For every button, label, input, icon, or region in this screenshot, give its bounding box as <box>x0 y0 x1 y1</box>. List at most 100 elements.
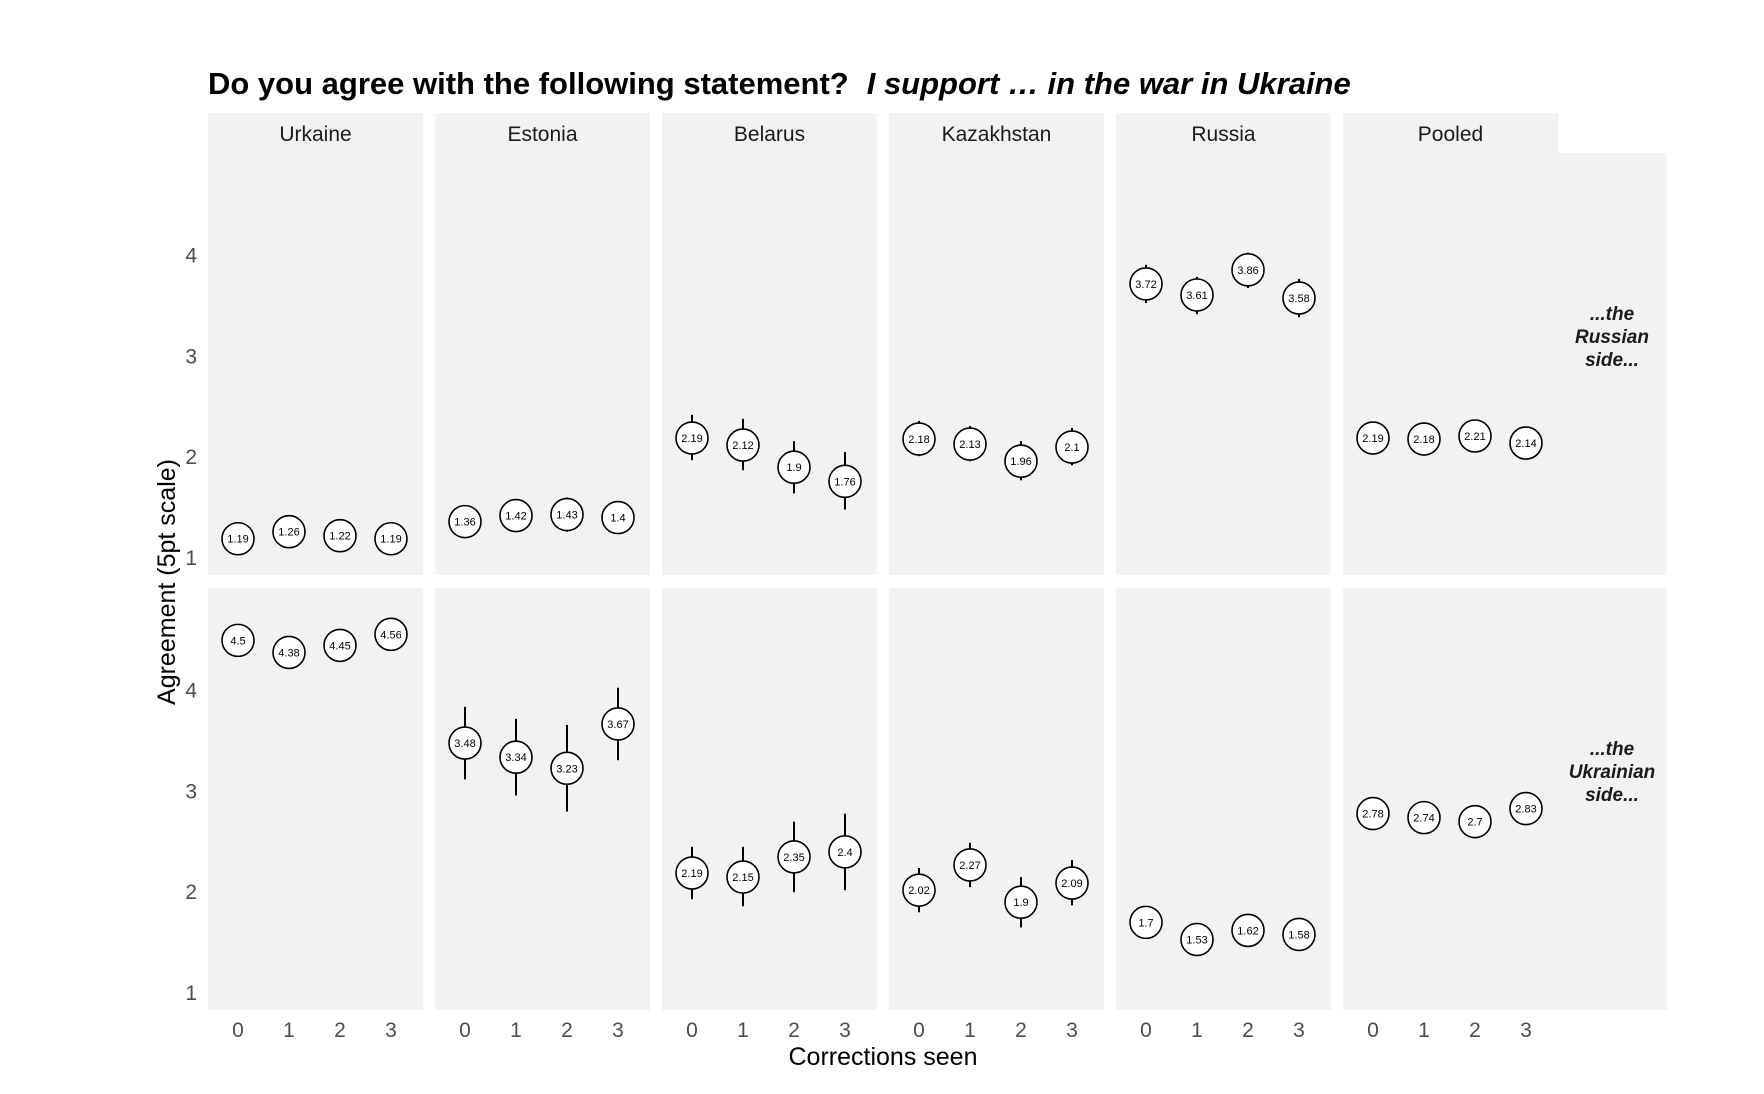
panel-background <box>889 153 1104 575</box>
chart-title-italic: I support … in the war in Ukraine <box>867 66 1351 101</box>
row-facet-label: Ukrainian <box>1569 762 1656 783</box>
facet-strip-label: Russia <box>1191 123 1256 146</box>
data-label: 3.72 <box>1135 279 1156 291</box>
data-label: 2.19 <box>681 433 702 445</box>
chart-title: Do you agree with the following statemen… <box>208 66 1351 101</box>
panel-background <box>208 153 423 575</box>
data-point <box>726 428 760 462</box>
facet-strip-label: Urkaine <box>279 123 351 146</box>
data-label: 2.14 <box>1515 438 1536 450</box>
data-label: 2.02 <box>908 885 929 897</box>
row-strip-background <box>1558 153 1667 575</box>
data-label: 1.43 <box>556 510 577 522</box>
facet-strip-label: Pooled <box>1418 123 1483 146</box>
x-tick-label: 3 <box>1293 1019 1305 1042</box>
data-point <box>1004 444 1038 478</box>
data-point <box>675 856 709 890</box>
x-tick-label: 2 <box>1242 1019 1254 1042</box>
x-tick-label: 1 <box>1418 1019 1430 1042</box>
x-tick-label: 1 <box>964 1019 976 1042</box>
y-tick-label: 2 <box>185 881 197 904</box>
panel-background <box>208 588 423 1010</box>
data-label: 1.96 <box>1010 456 1031 468</box>
data-label: 2.15 <box>732 872 753 884</box>
x-tick-label: 0 <box>1140 1019 1152 1042</box>
data-label: 1.19 <box>380 534 401 546</box>
row-strip-background <box>1558 588 1667 1010</box>
data-label: 4.5 <box>230 635 245 647</box>
data-label: 1.36 <box>454 517 475 529</box>
data-point <box>272 514 306 549</box>
x-tick-label: 3 <box>839 1019 851 1042</box>
panel-background <box>889 588 1104 1010</box>
facet-strip <box>889 113 1104 153</box>
data-label: 2.7 <box>1467 817 1482 829</box>
x-tick-label: 1 <box>737 1019 749 1042</box>
data-point <box>550 497 584 532</box>
data-point <box>1004 885 1038 920</box>
x-axis-title: Corrections seen <box>789 1043 978 1071</box>
x-tick-label: 0 <box>913 1019 925 1042</box>
x-tick-label: 3 <box>385 1019 397 1042</box>
x-tick-label: 0 <box>686 1019 698 1042</box>
data-label: 1.7 <box>1138 917 1153 929</box>
facet-strip <box>1343 113 1558 153</box>
y-tick-label: 4 <box>185 245 197 268</box>
facet-strip-label: Belarus <box>734 123 805 146</box>
data-point <box>1407 422 1441 456</box>
data-label: 2.74 <box>1413 813 1434 825</box>
data-label: 1.22 <box>329 531 350 543</box>
data-point <box>499 740 533 775</box>
data-point <box>1407 800 1441 835</box>
facet-strip <box>435 113 650 153</box>
data-label: 2.1 <box>1064 442 1079 454</box>
data-label: 1.62 <box>1237 925 1258 937</box>
y-tick-label: 4 <box>185 680 197 703</box>
data-point <box>374 521 408 556</box>
row-facet-label: side... <box>1585 350 1639 371</box>
data-point <box>448 504 482 539</box>
x-tick-label: 2 <box>561 1019 573 1042</box>
y-tick-label: 2 <box>185 446 197 469</box>
data-point <box>601 500 635 535</box>
x-tick-label: 1 <box>1191 1019 1203 1042</box>
data-label: 3.58 <box>1288 293 1309 305</box>
x-tick-label: 0 <box>1367 1019 1379 1042</box>
data-label: 1.42 <box>505 511 526 523</box>
data-point <box>828 835 862 869</box>
data-label: 3.67 <box>607 719 628 731</box>
data-label: 4.38 <box>278 647 299 659</box>
data-label: 1.19 <box>227 534 248 546</box>
x-tick-label: 1 <box>510 1019 522 1042</box>
row-facet-label: ...the <box>1590 304 1635 325</box>
x-tick-label: 3 <box>612 1019 624 1042</box>
data-point <box>1282 917 1316 952</box>
x-tick-label: 0 <box>459 1019 471 1042</box>
facet-strip <box>208 113 423 153</box>
data-point <box>1055 866 1089 900</box>
data-point <box>221 623 255 658</box>
panel-background <box>1116 153 1331 575</box>
panel-background <box>662 588 877 1010</box>
data-point <box>675 421 709 455</box>
data-point <box>323 628 357 663</box>
data-point <box>1231 253 1265 287</box>
panel-grid: Urkaine Estonia Belarus Kazakhstan Russia Poo… <box>185 113 1667 1042</box>
data-point <box>374 617 408 652</box>
data-point <box>323 518 357 553</box>
data-point <box>1055 430 1089 464</box>
data-point <box>550 751 584 786</box>
data-point <box>1180 278 1214 312</box>
chart-title-main: Do you agree with the following statemen… <box>208 66 849 101</box>
data-label: 3.86 <box>1237 265 1258 277</box>
y-tick-label: 3 <box>185 345 197 368</box>
y-tick-label: 1 <box>185 982 197 1005</box>
data-label: 1.76 <box>834 476 855 488</box>
facet-strip <box>662 113 877 153</box>
data-label: 2.18 <box>1413 434 1434 446</box>
data-point <box>777 450 811 485</box>
data-label: 2.83 <box>1515 804 1536 816</box>
data-point <box>1356 421 1390 455</box>
y-tick-label: 3 <box>185 780 197 803</box>
